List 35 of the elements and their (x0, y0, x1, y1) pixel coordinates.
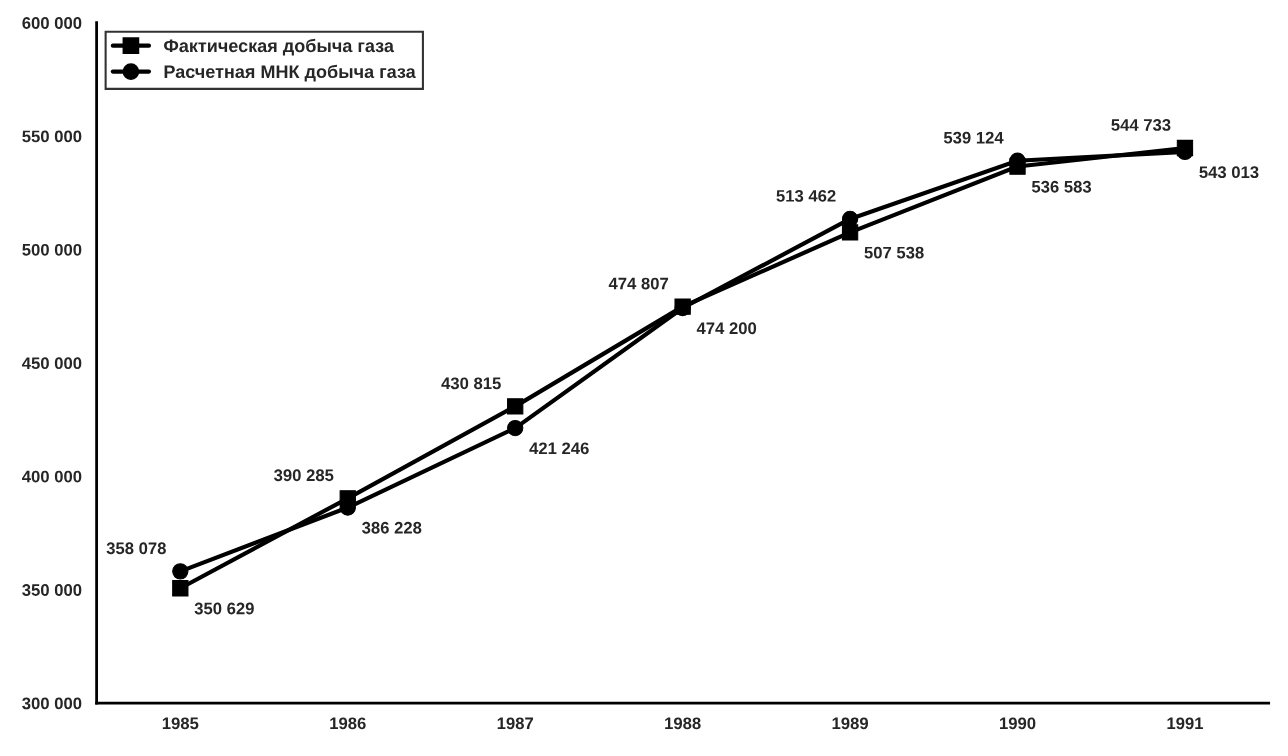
x-tick-label: 1986 (330, 717, 366, 730)
point (507, 398, 524, 415)
x-tick-label: 1988 (665, 717, 701, 730)
data-label: 513 462 (776, 189, 836, 202)
legend-label: Фактическая добыча газа (164, 38, 395, 56)
data-label: 474 200 (696, 322, 757, 335)
y-tick-label: 550 000 (22, 130, 82, 143)
x-tick-label: 1991 (1167, 717, 1204, 730)
point (172, 563, 189, 580)
x-tick-label: 1990 (1000, 717, 1036, 730)
data-label: 430 815 (441, 377, 501, 390)
data-label: 350 629 (194, 602, 254, 615)
data-label: 390 285 (274, 469, 334, 482)
data-label: 386 228 (362, 521, 422, 534)
data-label: 536 583 (1031, 180, 1092, 193)
data-label: 474 807 (608, 277, 669, 290)
x-tick-label: 1987 (497, 717, 534, 730)
data-label: 421 246 (529, 442, 589, 455)
y-tick-label: 400 000 (22, 470, 82, 483)
data-label: 507 538 (864, 246, 924, 259)
data-label: 544 733 (1111, 119, 1171, 131)
y-tick-label: 600 000 (22, 17, 82, 29)
x-tick-label: 1985 (162, 717, 199, 730)
legend-label: Расчетная МНК добыча газа (164, 64, 416, 82)
y-tick-label: 350 000 (22, 584, 82, 596)
data-label: 543 013 (1199, 166, 1259, 179)
x-tick-label: 1989 (832, 717, 868, 730)
point (172, 580, 189, 597)
point (507, 419, 524, 437)
data-label: 358 078 (106, 542, 166, 555)
y-tick-label: 500 000 (22, 243, 82, 256)
point (841, 224, 859, 241)
data-label: 539 124 (943, 131, 1004, 144)
y-tick-label: 450 000 (22, 357, 82, 370)
y-tick-label: 300 000 (22, 697, 82, 710)
